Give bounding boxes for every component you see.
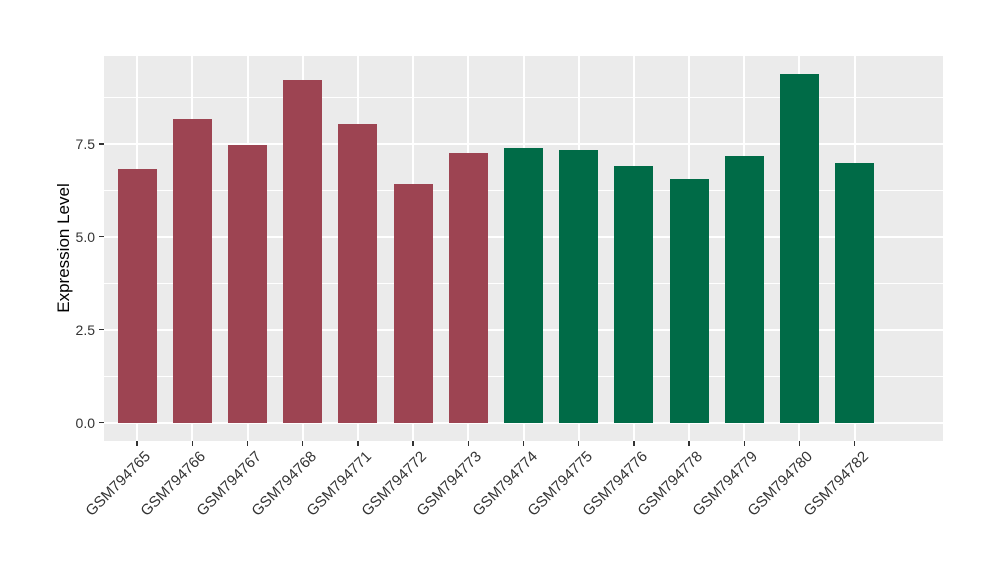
- y-tick-label: 7.5: [75, 135, 95, 152]
- bar-GSM794768: [283, 80, 323, 423]
- bar-GSM794767: [228, 144, 267, 423]
- y-tick: [99, 421, 104, 424]
- bar-GSM794776: [614, 166, 654, 423]
- y-tick: [99, 235, 104, 238]
- x-tick: [798, 441, 801, 446]
- x-tick: [357, 441, 359, 446]
- bar-GSM794780: [779, 74, 819, 423]
- bar-GSM794782: [835, 163, 875, 423]
- x-tick: [853, 441, 856, 446]
- bar-GSM794779: [724, 156, 764, 423]
- y-tick-label: 0.0: [75, 414, 95, 431]
- bar-GSM794765: [117, 168, 157, 423]
- y-tick-label: 2.5: [75, 321, 95, 338]
- x-tick: [743, 441, 746, 446]
- y-tick: [99, 328, 104, 331]
- bar-GSM794775: [559, 149, 599, 423]
- x-tick: [467, 441, 470, 446]
- x-tick: [246, 441, 249, 446]
- x-tick: [301, 441, 304, 446]
- x-tick: [688, 441, 690, 446]
- bar-GSM794774: [504, 148, 543, 423]
- bar-GSM794771: [338, 123, 378, 423]
- x-tick: [522, 441, 525, 446]
- bar-GSM794766: [172, 119, 212, 423]
- bar-GSM794773: [448, 153, 488, 423]
- x-tick: [136, 441, 138, 446]
- x-tick: [412, 441, 414, 446]
- bar-GSM794778: [669, 178, 709, 423]
- y-tick: [99, 143, 104, 145]
- bar-GSM794772: [393, 184, 433, 423]
- x-tick: [633, 441, 635, 446]
- x-tick: [191, 441, 194, 446]
- y-axis-title: Expression Level: [54, 183, 73, 313]
- y-tick-label: 5.0: [75, 228, 95, 245]
- x-tick: [577, 441, 580, 446]
- plot-panel: [104, 56, 943, 441]
